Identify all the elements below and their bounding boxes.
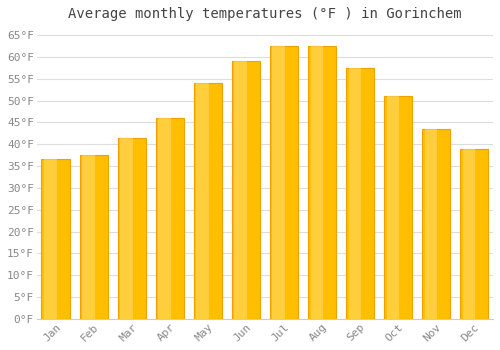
Bar xyxy=(80,155,108,319)
Bar xyxy=(194,83,222,319)
Bar xyxy=(384,96,412,319)
Bar xyxy=(346,68,374,319)
Bar xyxy=(196,83,209,319)
Bar xyxy=(156,118,184,319)
Bar xyxy=(462,148,475,319)
Title: Average monthly temperatures (°F ) in Gorinchem: Average monthly temperatures (°F ) in Go… xyxy=(68,7,462,21)
Bar xyxy=(234,61,248,319)
Bar xyxy=(158,118,171,319)
Bar xyxy=(44,160,57,319)
Bar xyxy=(424,129,438,319)
Bar xyxy=(42,160,70,319)
Bar xyxy=(310,46,324,319)
Bar xyxy=(460,148,488,319)
Bar xyxy=(270,46,298,319)
Bar xyxy=(386,96,400,319)
Bar xyxy=(232,61,260,319)
Bar xyxy=(82,155,95,319)
Bar xyxy=(120,138,133,319)
Bar xyxy=(422,129,450,319)
Bar xyxy=(308,46,336,319)
Bar xyxy=(272,46,285,319)
Bar xyxy=(118,138,146,319)
Bar xyxy=(348,68,362,319)
